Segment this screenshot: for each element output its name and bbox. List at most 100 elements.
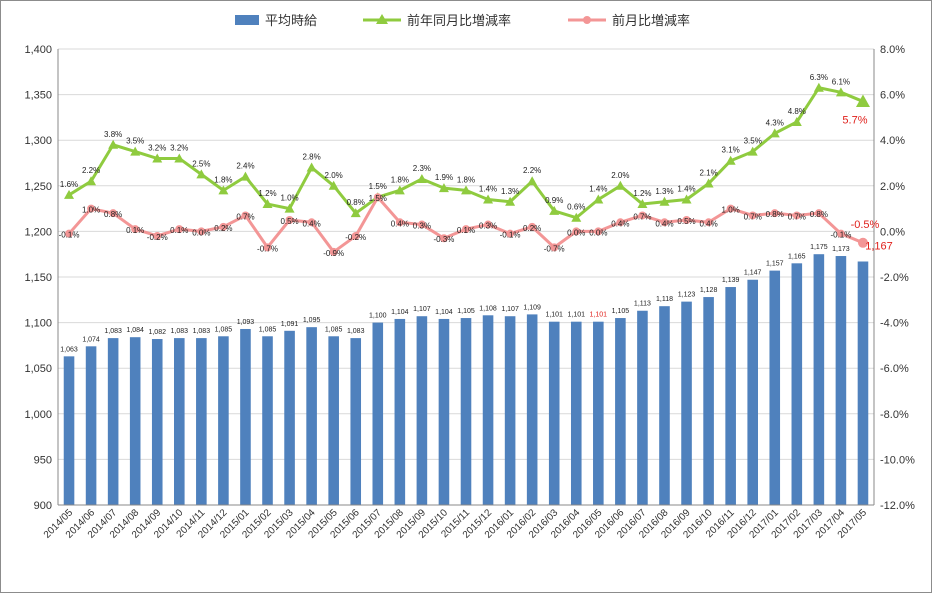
bar-value-label: 1,083 — [171, 328, 189, 335]
yoy-point — [791, 116, 802, 126]
bar — [504, 316, 516, 505]
mom-series — [65, 193, 868, 256]
mom-point — [175, 225, 184, 234]
bar — [107, 338, 119, 505]
bar-value-label: 1,104 — [435, 309, 453, 316]
bar — [240, 328, 251, 505]
yoy-point — [262, 199, 273, 209]
bar — [791, 263, 803, 505]
y-right-tick-label: -4.0% — [880, 318, 909, 330]
mom-value-label: 1.0% — [722, 206, 740, 215]
bar — [85, 346, 97, 505]
bar — [438, 318, 450, 505]
bar — [659, 306, 670, 505]
mom-point — [285, 216, 294, 224]
mom-point — [307, 218, 316, 227]
bar-value-label: 1,085 — [215, 326, 233, 333]
mom-point — [351, 231, 360, 240]
yoy-value-label: 3.8% — [104, 130, 122, 139]
mom-line — [67, 195, 864, 254]
bar-value-label: 1,101 — [568, 312, 586, 319]
mom-point — [395, 218, 404, 227]
mom-point — [417, 220, 426, 229]
mom-point — [616, 218, 625, 227]
yoy-value-label: 5.7% — [842, 114, 867, 126]
yoy-point — [350, 208, 361, 218]
yoy-point — [394, 185, 405, 195]
mom-value-label: 1.0% — [82, 206, 100, 215]
mom-point — [219, 222, 228, 231]
yoy-point — [703, 178, 714, 188]
yoy-value-label: 2.0% — [611, 171, 629, 180]
bar — [284, 330, 295, 505]
y-left-tick-label: 1,150 — [24, 272, 52, 284]
mom-point — [770, 209, 779, 218]
bar-value-label: 1,167 — [865, 240, 893, 252]
mom-value-label: -0.9% — [323, 249, 344, 258]
mom-value-label: 0.1% — [126, 226, 144, 235]
y-right-tick-label: -10.0% — [880, 454, 915, 466]
bar-value-label: 1,104 — [391, 309, 409, 316]
yoy-value-label: 0.9% — [545, 196, 563, 205]
bar — [593, 321, 604, 505]
bar-value-label: 1,083 — [347, 328, 365, 335]
bar-value-label: 1,175 — [810, 244, 828, 251]
bar-value-label: 1,118 — [656, 296, 673, 303]
yoy-value-label: 2.4% — [236, 162, 254, 171]
yoy-value-label: 1.3% — [655, 187, 673, 196]
mom-point — [572, 227, 581, 236]
yoy-value-label: 1.0% — [280, 194, 298, 203]
mom-value-label: -0.1% — [59, 231, 80, 240]
mom-point — [814, 209, 823, 218]
mom-value-label: 0.5% — [280, 217, 298, 226]
mom-point — [726, 204, 735, 213]
bar-value-label: 1,083 — [193, 328, 211, 335]
yoy-value-label: 1.8% — [457, 175, 475, 184]
bar — [306, 327, 317, 505]
yoy-point — [681, 194, 692, 204]
yoy-point — [196, 169, 207, 179]
mom-value-label: 0.0% — [589, 228, 607, 237]
mom-point — [439, 234, 448, 243]
y-right-tick-label: -8.0% — [880, 409, 909, 421]
yoy-value-label: 1.4% — [589, 184, 607, 193]
mom-point — [373, 193, 382, 202]
mom-value-label: 0.4% — [611, 219, 629, 228]
mom-value-label: -0.1% — [830, 231, 851, 240]
bar — [350, 338, 362, 505]
bar-value-label: 1,083 — [104, 328, 122, 335]
bar-value-label: 1,074 — [82, 336, 100, 343]
bar-value-label: 1,082 — [148, 329, 166, 336]
legend-mom-label: 前月比増減率 — [612, 13, 690, 28]
bar-value-label: 1,063 — [60, 346, 78, 353]
y-right-tick-label: 4.0% — [880, 135, 905, 147]
bar — [416, 316, 428, 505]
mom-point — [484, 220, 493, 229]
mom-value-label: -0.5% — [851, 219, 880, 231]
mom-value-label: -0.2% — [345, 233, 366, 242]
yoy-point — [769, 128, 780, 138]
bar — [570, 321, 582, 505]
yoy-point — [549, 205, 560, 215]
yoy-line — [68, 86, 864, 220]
yoy-point — [813, 82, 824, 92]
bar — [681, 301, 692, 505]
yoy-value-label: 1.2% — [633, 189, 651, 198]
mom-value-label: 0.1% — [457, 226, 475, 235]
yoy-value-label: 6.1% — [832, 77, 850, 86]
yoy-point — [306, 162, 317, 172]
mom-point — [550, 243, 559, 252]
mom-point — [660, 218, 669, 227]
mom-value-label: 0.4% — [699, 219, 717, 228]
yoy-point — [593, 194, 604, 204]
y-left-tick-label: 1,050 — [24, 363, 52, 375]
bar-value-label: 1,085 — [259, 326, 277, 333]
bar — [460, 318, 472, 505]
mom-value-label: 0.7% — [744, 212, 762, 221]
mom-point — [329, 247, 338, 256]
bar — [769, 270, 781, 505]
yoy-value-label: 1.6% — [60, 180, 78, 189]
bar — [637, 310, 648, 505]
legend-yoy-marker — [376, 14, 388, 24]
mom-point — [87, 204, 96, 213]
